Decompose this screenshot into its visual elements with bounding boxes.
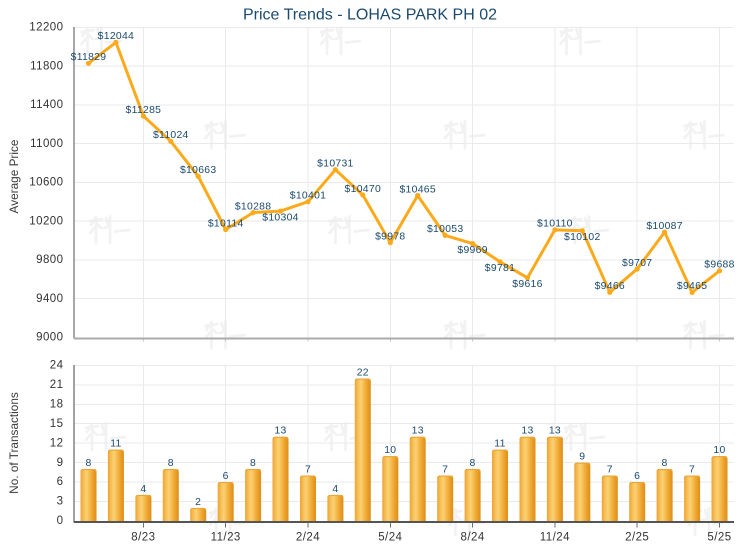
- svg-text:11400: 11400: [30, 99, 63, 111]
- svg-text:$10102: $10102: [564, 232, 600, 243]
- svg-text:13: 13: [549, 426, 561, 437]
- svg-text:18: 18: [50, 399, 64, 411]
- svg-text:$10465: $10465: [399, 184, 435, 195]
- svg-text:10: 10: [713, 445, 725, 456]
- svg-text:$9978: $9978: [375, 232, 405, 243]
- svg-text:11/23: 11/23: [211, 532, 241, 544]
- svg-text:22: 22: [357, 368, 369, 379]
- svg-text:11: 11: [494, 439, 505, 450]
- svg-text:10600: 10600: [29, 177, 63, 189]
- svg-text:$10110: $10110: [537, 219, 573, 230]
- svg-text:Price Trends - LOHAS PARK PH 0: Price Trends - LOHAS PARK PH 02: [243, 7, 497, 24]
- svg-text:Average Price: Average Price: [7, 139, 21, 213]
- svg-text:10200: 10200: [29, 215, 63, 227]
- svg-text:$9465: $9465: [677, 281, 707, 292]
- svg-text:$10304: $10304: [262, 212, 298, 223]
- svg-text:7: 7: [305, 465, 311, 476]
- svg-text:$9707: $9707: [622, 258, 652, 269]
- svg-text:7: 7: [607, 465, 613, 476]
- svg-text:10: 10: [384, 445, 396, 456]
- svg-text:7: 7: [442, 465, 448, 476]
- svg-text:24: 24: [50, 360, 64, 372]
- svg-text:$9466: $9466: [595, 281, 625, 292]
- svg-text:21: 21: [50, 379, 64, 391]
- svg-text:7: 7: [689, 465, 695, 476]
- svg-text:12200: 12200: [29, 22, 63, 34]
- svg-text:11800: 11800: [30, 60, 63, 72]
- svg-text:8: 8: [250, 458, 256, 469]
- svg-text:$11024: $11024: [153, 130, 189, 141]
- svg-text:$9969: $9969: [457, 245, 487, 256]
- svg-text:$10731: $10731: [317, 159, 353, 170]
- svg-text:$11829: $11829: [71, 52, 107, 63]
- svg-text:$11285: $11285: [126, 105, 162, 116]
- svg-text:5/24: 5/24: [378, 532, 402, 544]
- svg-text:11: 11: [110, 439, 121, 450]
- svg-text:9400: 9400: [36, 293, 63, 305]
- svg-text:$10053: $10053: [427, 224, 463, 235]
- svg-text:8: 8: [662, 458, 668, 469]
- svg-text:13: 13: [521, 426, 533, 437]
- svg-text:13: 13: [412, 426, 424, 437]
- svg-text:2/24: 2/24: [296, 532, 320, 544]
- svg-text:8: 8: [168, 458, 174, 469]
- svg-text:8: 8: [85, 458, 91, 469]
- svg-text:15: 15: [50, 418, 64, 430]
- svg-text:2: 2: [195, 497, 201, 508]
- svg-text:8: 8: [470, 458, 476, 469]
- svg-text:13: 13: [274, 426, 286, 437]
- svg-text:$10114: $10114: [208, 218, 244, 229]
- svg-text:6: 6: [634, 471, 640, 482]
- svg-text:8/24: 8/24: [461, 532, 485, 544]
- svg-text:$10087: $10087: [646, 221, 682, 232]
- svg-text:6: 6: [57, 476, 64, 488]
- svg-text:2/25: 2/25: [625, 532, 649, 544]
- svg-text:No. of Transactions: No. of Transactions: [7, 392, 21, 494]
- svg-text:0: 0: [57, 515, 64, 527]
- svg-text:$10288: $10288: [235, 201, 271, 212]
- svg-text:$9781: $9781: [485, 263, 515, 274]
- svg-text:11/24: 11/24: [540, 532, 570, 544]
- svg-text:$10401: $10401: [290, 191, 326, 202]
- svg-text:4: 4: [140, 484, 146, 495]
- svg-text:4: 4: [332, 484, 338, 495]
- svg-text:8/23: 8/23: [131, 532, 155, 544]
- svg-text:$9688: $9688: [704, 260, 734, 271]
- svg-text:5/25: 5/25: [707, 532, 731, 544]
- svg-text:12: 12: [50, 437, 64, 449]
- svg-text:$10663: $10663: [180, 165, 216, 176]
- svg-text:$10470: $10470: [345, 184, 381, 195]
- svg-text:9: 9: [579, 452, 585, 463]
- svg-text:6: 6: [223, 471, 229, 482]
- svg-text:$9616: $9616: [512, 279, 542, 290]
- svg-text:9: 9: [57, 457, 64, 469]
- svg-text:11000: 11000: [30, 138, 63, 150]
- svg-text:3: 3: [57, 496, 64, 508]
- svg-text:9800: 9800: [36, 254, 63, 266]
- svg-text:$12044: $12044: [98, 31, 134, 42]
- svg-text:9000: 9000: [36, 332, 63, 344]
